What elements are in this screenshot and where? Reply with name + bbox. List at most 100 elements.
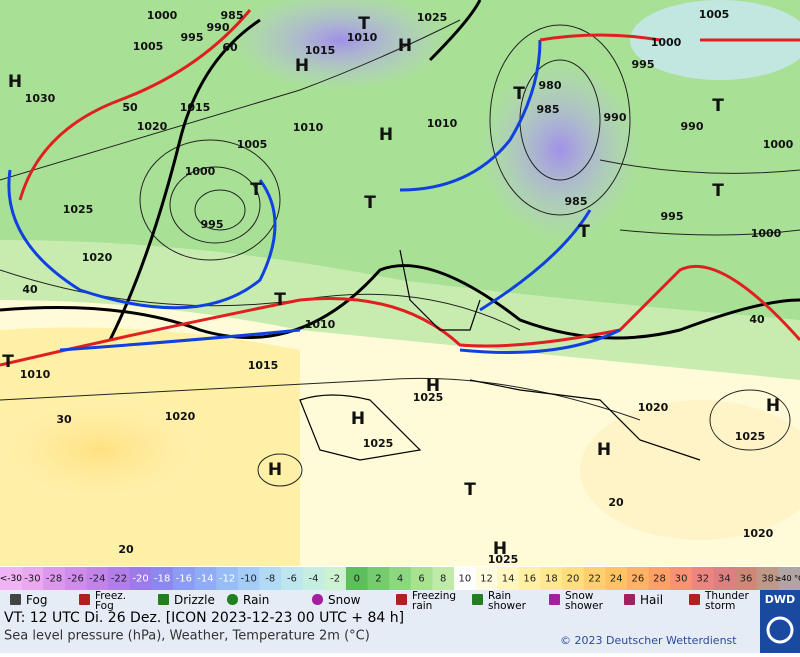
scale-cell: [43, 567, 66, 590]
isobar-label: 1000: [651, 36, 682, 49]
copyright: © 2023 Deutscher Wetterdienst: [560, 634, 737, 647]
isobar-label: 1000: [763, 138, 794, 151]
scale-label: 18: [545, 574, 558, 585]
scale-cell: [0, 567, 22, 590]
isobar-label: 1005: [133, 40, 164, 53]
pressure-center: T: [358, 14, 370, 34]
isobar-label: 1005: [699, 8, 730, 21]
scale-label: 38: [761, 574, 774, 585]
legend-icon: [10, 594, 21, 605]
isobar-label: 30: [56, 413, 72, 426]
warm-front: [0, 264, 800, 367]
pressure-center: T: [712, 96, 724, 116]
logo: DWD: [765, 593, 795, 606]
legend-icon: [624, 594, 635, 605]
isobar-label: 1015: [180, 101, 211, 114]
pressure-center: T: [464, 480, 476, 500]
legend-icon: [689, 594, 700, 605]
isobar-label: 985: [565, 195, 588, 208]
isobar-label: 995: [181, 31, 204, 44]
scale-label: 24: [610, 574, 623, 585]
isobar-label: 1010: [20, 368, 51, 381]
isobar-label: 1025: [63, 203, 94, 216]
pressure-center: H: [351, 409, 365, 429]
coastline: [299, 249, 701, 461]
isobar-label: 1015: [248, 359, 279, 372]
isobar-label: 1025: [413, 391, 444, 404]
pressure-center: H: [426, 376, 440, 396]
scale-label: -10: [240, 574, 256, 585]
legend-icon: [396, 594, 407, 605]
scale-label: -22: [111, 574, 127, 585]
legend-icon: [312, 594, 323, 605]
legend-label: Fog: [26, 593, 47, 607]
thick-isobars: [0, 0, 800, 341]
pressure-center: H: [295, 56, 309, 76]
scale-cell: [454, 567, 477, 590]
pressure-center: T: [274, 290, 286, 310]
isobar-label: 40: [749, 313, 765, 326]
scale-label: -18: [154, 574, 170, 585]
scale-label: -6: [287, 574, 297, 585]
scale-label: <-30: [0, 574, 22, 584]
scale-label: 0: [354, 574, 360, 585]
isobar-label: 1000: [185, 165, 216, 178]
scale-cell: [756, 567, 779, 590]
scale-label: 2: [375, 574, 381, 585]
scale-label: 20: [567, 574, 580, 585]
isobar-label: 995: [661, 210, 684, 223]
scale-cell: [86, 567, 109, 590]
warm-front: [18, 9, 252, 201]
isobar-label: 990: [604, 111, 627, 124]
scale-cell: [151, 567, 174, 590]
legend-label: Freez. Fog: [95, 590, 126, 612]
legend-label: Thunder storm: [704, 590, 750, 612]
scale-cell: [648, 567, 671, 590]
pressure-center: H: [597, 440, 611, 460]
scale-label: 8: [440, 574, 446, 585]
scale-cell: [345, 567, 369, 590]
scale-label: 4: [397, 574, 403, 585]
legend-label: Drizzle: [174, 593, 215, 607]
legend-icon: [227, 594, 238, 605]
isobar-label: 40: [22, 283, 38, 296]
pressure-center: T: [2, 352, 14, 372]
scale-label: 16: [523, 574, 536, 585]
scale-label: 28: [653, 574, 666, 585]
scale-cell: [583, 567, 606, 590]
isobar-label: 1025: [735, 430, 766, 443]
scale-label: -24: [89, 574, 105, 585]
scale-label: -14: [197, 574, 213, 585]
scale-cell: [302, 567, 325, 590]
isobar-label: 1000: [147, 9, 178, 22]
isobar-label: 1025: [417, 11, 448, 24]
isobar-label: 1015: [305, 44, 336, 57]
scale-cell: [518, 567, 542, 590]
occluded-front: [539, 33, 800, 42]
scale-cell: [216, 567, 239, 590]
isobar-label: 985: [221, 9, 244, 22]
scale-cell: [713, 567, 736, 590]
scale-cell: [562, 567, 585, 590]
isobar-label: 1025: [363, 437, 394, 450]
legend-icon: [158, 594, 169, 605]
scale-label: 12: [480, 574, 493, 585]
scale-label: -12: [219, 574, 235, 585]
isobar-label: 1010: [293, 121, 324, 134]
isobar-label: 1010: [427, 117, 458, 130]
pressure-center: H: [268, 460, 282, 480]
scale-label: 36: [740, 574, 753, 585]
pressure-center: H: [379, 125, 393, 145]
scale-label: -28: [46, 574, 62, 585]
scale-label: -8: [265, 574, 275, 585]
scale-label: -16: [176, 574, 192, 585]
scale-cell: [389, 567, 412, 590]
isobar-label: 1000: [751, 227, 782, 240]
scale-cell: [778, 567, 800, 590]
legend-label: Snow shower: [565, 590, 604, 612]
legend-label: Rain: [243, 593, 269, 607]
scale-cell: [324, 567, 347, 590]
isobars: [0, 19, 800, 487]
scale-cell: [21, 567, 44, 590]
